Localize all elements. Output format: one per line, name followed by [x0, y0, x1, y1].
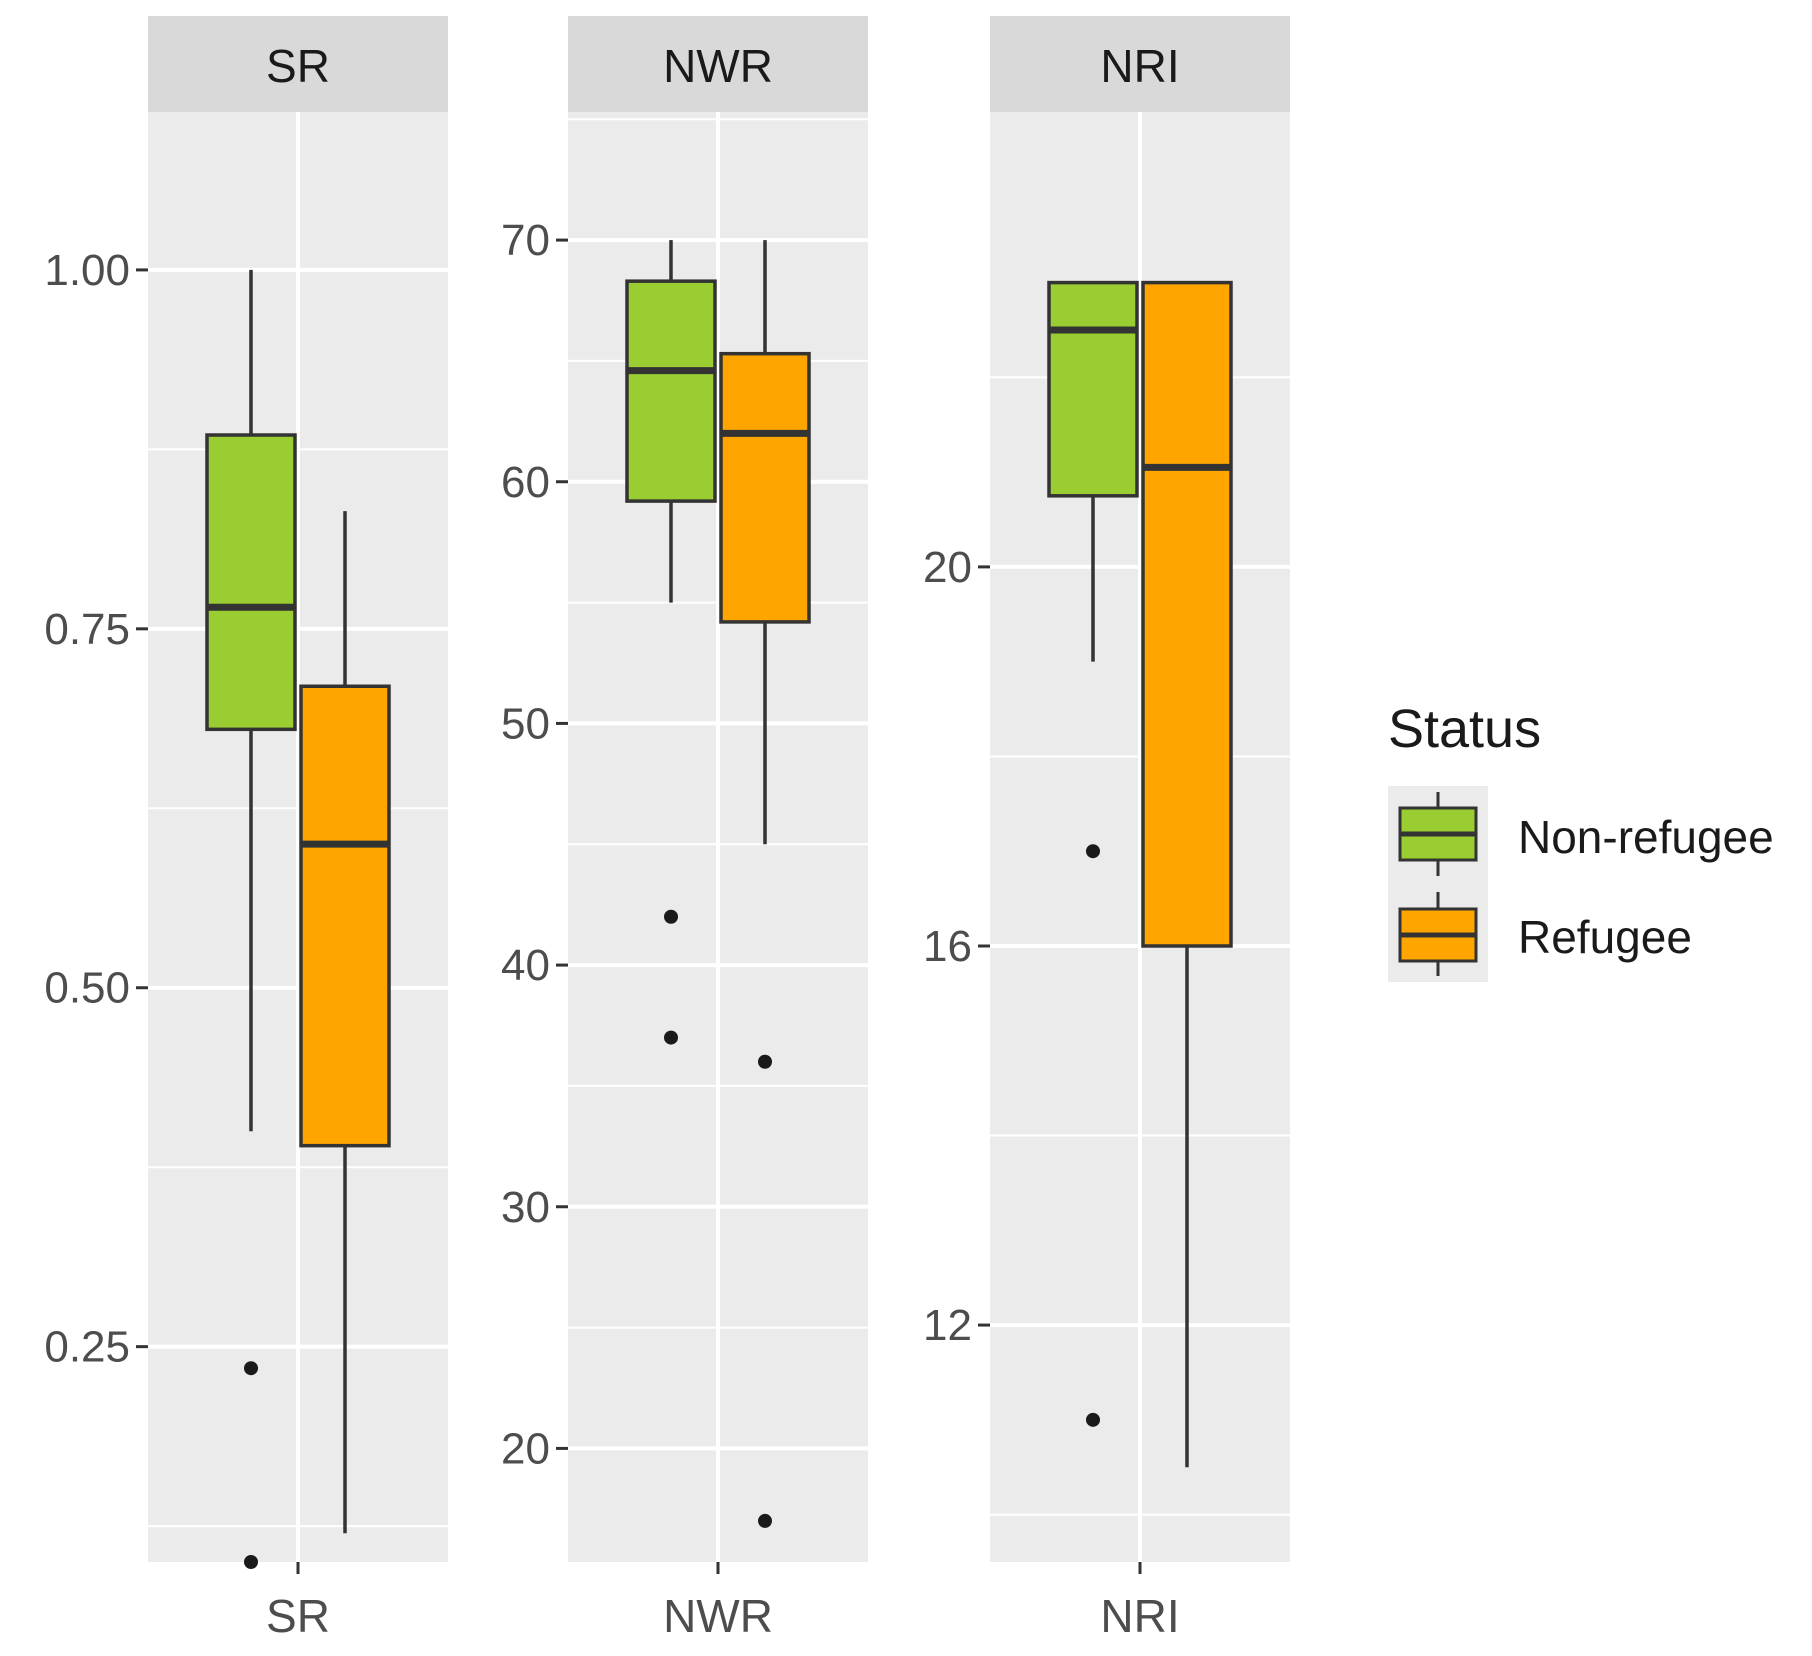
panel-nri: NRI 12 16 20 NRI: [923, 16, 1290, 1642]
strip-label-nri: NRI: [1100, 40, 1179, 92]
boxplot-nri-non-refugee: [1047, 280, 1139, 1427]
facet-panels: SR 0.25 0.50 0.75 1.00 SR NWR 20 30 40 50 60 70 NWR NR…: [44, 16, 1290, 1642]
legend-key-non-refugee: [1398, 792, 1478, 876]
boxplot-sr-non-refugee: [205, 269, 297, 1569]
box: [205, 433, 297, 732]
strip-label-sr: SR: [266, 40, 330, 92]
outlier-point: [664, 909, 678, 924]
outlier-point: [1086, 1412, 1100, 1427]
box: [1047, 280, 1139, 498]
y-tick-label: 16: [923, 922, 972, 971]
boxplot-nwr-refugee: [719, 240, 811, 1528]
outlier-point: [1086, 844, 1100, 859]
outlier-point: [244, 1361, 258, 1376]
boxplot-nwr-non-refugee: [625, 240, 717, 1045]
outlier-point: [244, 1555, 258, 1569]
box: [299, 684, 391, 1148]
y-tick-label: 0.75: [44, 605, 130, 654]
strip-sr: [148, 16, 448, 112]
strip-nwr: [568, 16, 868, 112]
y-tick-label: 20: [501, 1424, 550, 1473]
x-tick-label-nwr: NWR: [663, 1590, 773, 1642]
strip-nri: [990, 16, 1290, 112]
legend-title: Status: [1388, 699, 1541, 759]
panel-sr: SR 0.25 0.50 0.75 1.00 SR: [44, 16, 448, 1642]
outlier-point: [758, 1054, 772, 1069]
y-tick-label: 60: [501, 458, 550, 507]
x-tick-label-sr: SR: [266, 1590, 330, 1642]
legend-key-refugee: [1398, 892, 1478, 976]
outlier-point: [664, 1030, 678, 1045]
strip-label-nwr: NWR: [663, 40, 773, 92]
legend-label-non-refugee: Non-refugee: [1518, 811, 1774, 863]
boxplot-sr-refugee: [299, 511, 391, 1534]
panel-nwr: NWR 20 30 40 50 60 70 NWR: [501, 16, 868, 1642]
y-tick-label: 30: [501, 1183, 550, 1232]
y-tick-label: 12: [923, 1301, 972, 1350]
y-tick-label: 20: [923, 543, 972, 592]
x-tick-label-nri: NRI: [1100, 1590, 1179, 1642]
y-tick-label: 70: [501, 216, 550, 265]
y-tick-label: 0.50: [44, 964, 130, 1013]
y-tick-label: 50: [501, 699, 550, 748]
outlier-point: [758, 1513, 772, 1528]
box: [1141, 280, 1233, 948]
y-tick-label: 0.25: [44, 1323, 130, 1372]
legend: Status Non-refugee Refugee: [1388, 699, 1774, 982]
box: [625, 279, 717, 503]
legend-label-refugee: Refugee: [1518, 911, 1692, 963]
box: [719, 351, 811, 624]
y-tick-label: 40: [501, 941, 550, 990]
y-tick-label: 1.00: [44, 246, 130, 295]
boxplot-nri-refugee: [1141, 280, 1233, 1468]
